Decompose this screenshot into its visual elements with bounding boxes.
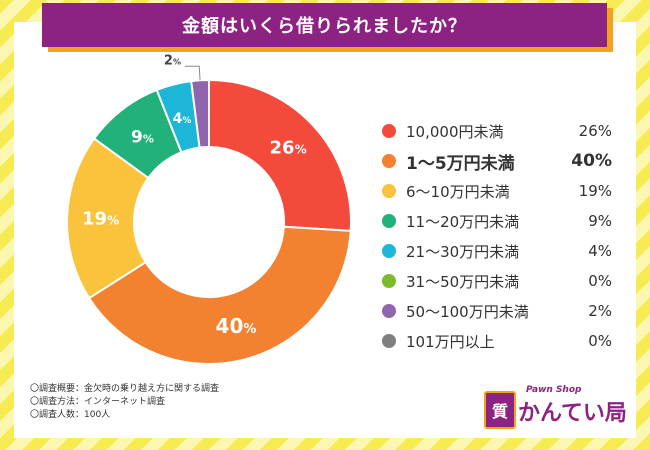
chart-title: 金額はいくら借りられましたか？ — [182, 16, 467, 37]
legend-item: 31〜50万円未満 0% — [382, 266, 612, 296]
legend: 10,000円未満 26% 1〜5万円未満 40% 6〜10万円未満 19% 11〜20万円… — [382, 116, 612, 356]
legend-item: 10,000円未満 26% — [382, 116, 612, 146]
title-banner: 金額はいくら借りられましたか？ — [42, 3, 607, 47]
legend-item: 50〜100万円未満 2% — [382, 296, 612, 326]
registered-mark: ® — [616, 409, 623, 417]
legend-swatch — [382, 184, 396, 198]
legend-label: 21〜30万円未満 — [406, 242, 520, 261]
legend-swatch — [382, 274, 396, 288]
legend-value: 0% — [588, 332, 612, 350]
legend-label: 11〜20万円未満 — [406, 212, 520, 231]
legend-swatch — [382, 334, 396, 348]
slice-label: 2% — [164, 53, 181, 68]
legend-swatch — [382, 244, 396, 258]
slice-label: 4% — [173, 111, 192, 127]
note-line: 〇調査人数：100人 — [30, 410, 111, 420]
legend-label: 10,000円未満 — [406, 122, 504, 141]
legend-swatch — [382, 304, 396, 318]
legend-label: 50〜100万円未満 — [406, 302, 529, 321]
legend-value: 9% — [588, 212, 612, 230]
survey-notes: 〇調査概要：金欠時の乗り越え方に関する調査 〇調査方法：インターネット調査 〇調… — [30, 383, 219, 422]
legend-item: 6〜10万円未満 19% — [382, 176, 612, 206]
legend-value: 4% — [588, 242, 612, 260]
legend-item: 21〜30万円未満 4% — [382, 236, 612, 266]
logo-badge-icon: 質 — [484, 391, 516, 429]
legend-label: 1〜5万円未満 — [406, 153, 515, 174]
logo-badge-text: 質 — [491, 402, 508, 421]
legend-value: 40% — [571, 151, 612, 171]
pie-slice — [87, 225, 352, 365]
slice-label: 40% — [216, 314, 257, 338]
legend-label: 31〜50万円未満 — [406, 272, 520, 291]
pie-slice — [66, 137, 150, 300]
slice-label: 9% — [131, 127, 154, 147]
legend-value: 0% — [588, 272, 612, 290]
logo-subtitle: Pawn Shop — [526, 385, 582, 395]
legend-label: 101万円以上 — [406, 332, 495, 351]
legend-value: 19% — [578, 182, 612, 200]
slice-label: 26% — [270, 138, 307, 159]
logo-text: かんてい局 — [518, 401, 627, 426]
note-line: 〇調査方法：インターネット調査 — [30, 397, 166, 407]
legend-swatch — [382, 214, 396, 228]
legend-item: 1〜5万円未満 40% — [382, 146, 612, 176]
pie-slice — [208, 78, 352, 232]
legend-label: 6〜10万円未満 — [406, 182, 510, 201]
slice-label: 19% — [82, 209, 119, 230]
leader-line — [184, 65, 201, 81]
brand-logo: Pawn Shop 質 かんてい局 ® — [478, 385, 628, 435]
legend-swatch — [382, 154, 396, 168]
note-line: 〇調査概要：金欠時の乗り越え方に関する調査 — [30, 384, 220, 394]
legend-item: 11〜20万円未満 9% — [382, 206, 612, 236]
legend-value: 2% — [588, 302, 612, 320]
legend-item: 101万円以上 0% — [382, 326, 612, 356]
legend-value: 26% — [578, 122, 612, 140]
legend-swatch — [382, 124, 396, 138]
pie-slice — [190, 78, 210, 149]
